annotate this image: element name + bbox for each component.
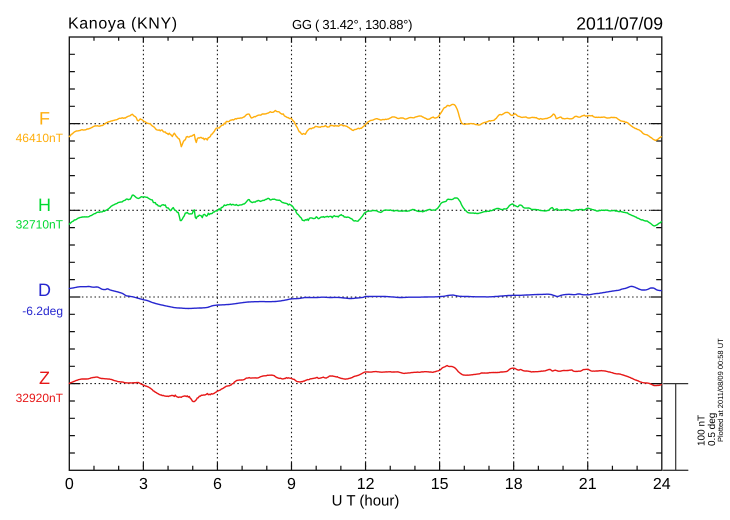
svg-text:6: 6: [213, 476, 222, 493]
svg-text:15: 15: [431, 476, 449, 493]
svg-text:32710nT: 32710nT: [16, 218, 64, 232]
svg-text:-6.2deg: -6.2deg: [22, 304, 63, 318]
svg-text:D: D: [38, 280, 51, 300]
svg-text:2011/07/09: 2011/07/09: [576, 13, 663, 33]
svg-text:Z: Z: [39, 368, 50, 388]
svg-text:GG ( 31.42°, 130.88°): GG ( 31.42°, 130.88°): [292, 17, 412, 32]
svg-text:18: 18: [505, 476, 523, 493]
svg-text:H: H: [38, 195, 51, 215]
svg-text:F: F: [39, 108, 50, 128]
svg-text:46410nT: 46410nT: [16, 131, 64, 145]
svg-text:21: 21: [579, 476, 597, 493]
svg-text:3: 3: [139, 476, 148, 493]
svg-text:12: 12: [357, 476, 375, 493]
svg-text:0: 0: [65, 476, 74, 493]
svg-text:100 nT: 100 nT: [697, 415, 708, 446]
svg-text:Plotted at 2011/08/09 00:58 UT: Plotted at 2011/08/09 00:58 UT: [716, 338, 725, 442]
svg-text:9: 9: [287, 476, 296, 493]
svg-text:32920nT: 32920nT: [16, 391, 64, 405]
svg-text:Kanoya (KNY): Kanoya (KNY): [68, 15, 178, 32]
svg-text:U T (hour): U T (hour): [332, 493, 400, 510]
svg-text:0.5 deg: 0.5 deg: [707, 413, 718, 446]
svg-text:24: 24: [653, 476, 671, 493]
